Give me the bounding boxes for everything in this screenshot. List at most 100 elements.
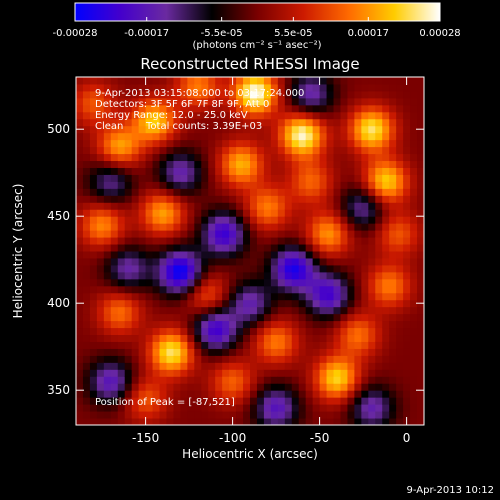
heatmap-cell — [298, 104, 307, 113]
heatmap-cell — [208, 327, 216, 336]
heatmap-cell — [152, 209, 161, 217]
heatmap-cell — [382, 223, 390, 231]
heatmap-cell — [396, 334, 404, 342]
heatmap-cell — [187, 306, 195, 315]
heatmap-cell — [201, 160, 209, 168]
heatmap-cell — [256, 411, 265, 419]
heatmap-cell — [145, 125, 154, 134]
heatmap-cell — [243, 202, 251, 210]
heatmap-cell — [410, 411, 418, 419]
heatmap-cell — [326, 174, 335, 182]
heatmap-cell — [103, 390, 112, 398]
heatmap-cell — [131, 153, 140, 162]
heatmap-cell — [250, 404, 258, 412]
heatmap-cell — [194, 167, 202, 175]
heatmap-cell — [222, 237, 230, 245]
heatmap-cell — [187, 299, 195, 308]
heatmap-cell — [229, 90, 237, 99]
heatmap-cell — [250, 362, 258, 370]
heatmap-cell — [82, 77, 91, 85]
heatmap-cell — [110, 292, 119, 301]
heatmap-cell — [277, 313, 286, 322]
heatmap-cell — [312, 348, 321, 356]
heatmap-cell — [124, 383, 133, 391]
heatmap-cell — [256, 376, 265, 384]
heatmap-cell — [396, 271, 404, 280]
heatmap-cell — [389, 216, 397, 224]
heatmap-cell — [96, 355, 105, 363]
heatmap-cell — [131, 132, 140, 141]
heatmap-cell — [145, 251, 154, 259]
heatmap-cell — [382, 362, 390, 370]
heatmap-cell — [333, 278, 341, 287]
heatmap-cell — [382, 83, 390, 92]
heatmap-cell — [124, 244, 133, 252]
heatmap-cell — [375, 77, 383, 85]
heatmap-cell — [354, 90, 362, 99]
heatmap-cell — [354, 188, 362, 196]
heatmap-cell — [347, 306, 355, 315]
heatmap-cell — [417, 118, 424, 127]
heatmap-cell — [131, 271, 140, 280]
heatmap-cell — [89, 90, 98, 99]
heatmap-cell — [389, 77, 397, 85]
heatmap-cell — [76, 369, 84, 377]
heatmap-cell — [159, 320, 167, 329]
heatmap-cell — [76, 376, 84, 384]
heatmap-cell — [110, 411, 119, 419]
heatmap-cell — [103, 320, 112, 329]
heatmap-cell — [263, 104, 272, 113]
heatmap-cell — [305, 202, 314, 210]
heatmap-cell — [82, 348, 91, 356]
heatmap-cell — [319, 418, 328, 425]
heatmap-cell — [250, 251, 258, 259]
heatmap-cell — [250, 83, 258, 92]
heatmap-cell — [194, 104, 202, 113]
heatmap-cell — [117, 146, 126, 155]
heatmap-cell — [270, 334, 279, 342]
heatmap-cell — [243, 257, 251, 266]
heatmap-cell — [236, 209, 244, 217]
heatmap-cell — [347, 348, 355, 356]
heatmap-cell — [187, 125, 195, 134]
heatmap-cell — [138, 355, 147, 363]
heatmap-cell — [368, 292, 376, 301]
heatmap-cell — [222, 320, 230, 329]
heatmap-cell — [410, 306, 418, 315]
heatmap-cell — [312, 146, 321, 155]
heatmap-cell — [354, 418, 362, 425]
heatmap-cell — [166, 411, 174, 419]
heatmap-cell — [312, 202, 321, 210]
heatmap-cell — [250, 334, 258, 342]
heatmap-cell — [173, 132, 181, 141]
heatmap-cell — [410, 271, 418, 280]
heatmap-cell — [396, 237, 404, 245]
heatmap-cell — [382, 355, 390, 363]
heatmap-cell — [201, 264, 209, 273]
heatmap-cell — [298, 97, 307, 106]
heatmap-cell — [117, 223, 126, 231]
heatmap-cell — [208, 118, 216, 127]
heatmap-cell — [145, 341, 154, 349]
heatmap-cell — [173, 97, 181, 106]
heatmap-cell — [131, 77, 140, 85]
heatmap-cell — [89, 181, 98, 189]
heatmap-cell — [110, 313, 119, 322]
heatmap-cell — [250, 139, 258, 148]
heatmap-cell — [138, 230, 147, 238]
heatmap-cell — [131, 83, 140, 92]
heatmap-cell — [326, 104, 335, 113]
heatmap-cell — [187, 292, 195, 301]
heatmap-cell — [173, 327, 181, 336]
heatmap-cell — [180, 251, 188, 259]
heatmap-cell — [166, 348, 174, 356]
heatmap-cell — [256, 348, 265, 356]
heatmap-cell — [410, 111, 418, 120]
heatmap-cell — [180, 278, 188, 287]
heatmap-cell — [208, 411, 216, 419]
heatmap-cell — [76, 264, 84, 273]
heatmap-cell — [305, 132, 314, 141]
heatmap-cell — [250, 90, 258, 99]
heatmap-cell — [403, 174, 411, 182]
